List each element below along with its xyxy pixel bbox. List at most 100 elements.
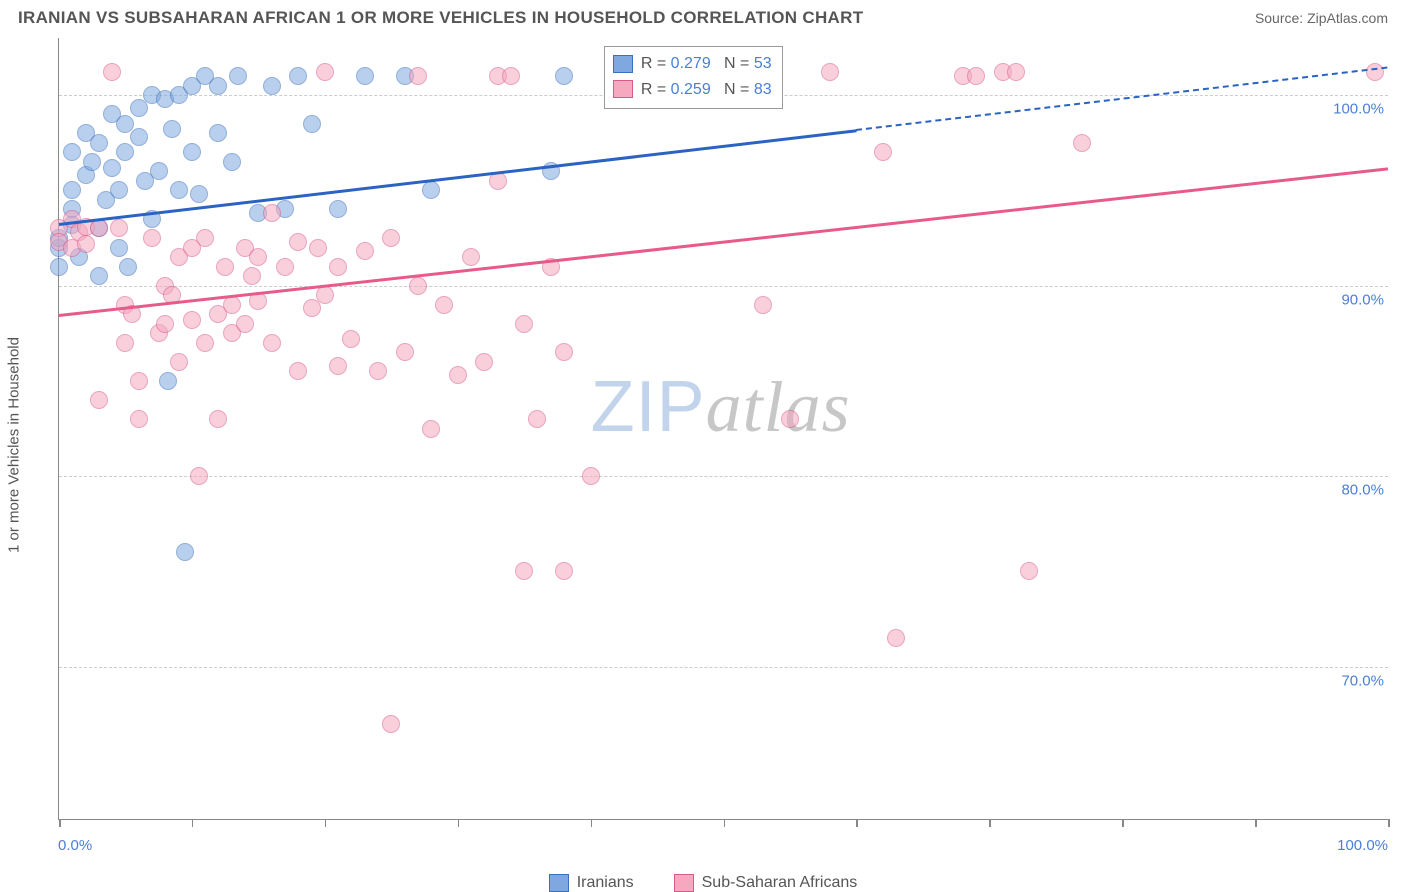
x-tick xyxy=(724,819,726,827)
data-point xyxy=(116,143,134,161)
title-bar: IRANIAN VS SUBSAHARAN AFRICAN 1 OR MORE … xyxy=(0,0,1406,34)
x-tick xyxy=(1388,819,1390,827)
data-point xyxy=(781,410,799,428)
data-point xyxy=(63,181,81,199)
data-point xyxy=(316,63,334,81)
data-point xyxy=(130,128,148,146)
data-point xyxy=(422,181,440,199)
data-point xyxy=(289,233,307,251)
legend-label: Sub-Saharan Africans xyxy=(702,874,858,892)
x-tick xyxy=(192,819,194,827)
chart-area: 1 or more Vehicles in Household ZIPatlas… xyxy=(18,38,1388,852)
x-tick xyxy=(325,819,327,827)
data-point xyxy=(874,143,892,161)
data-point xyxy=(422,420,440,438)
stat-text: R = 0.279 N = 53 xyxy=(641,51,772,77)
legend-swatch xyxy=(549,874,569,892)
data-point xyxy=(83,153,101,171)
data-point xyxy=(329,258,347,276)
data-point xyxy=(183,311,201,329)
data-point xyxy=(1007,63,1025,81)
data-point xyxy=(515,562,533,580)
data-point xyxy=(356,242,374,260)
data-point xyxy=(223,153,241,171)
data-point xyxy=(329,357,347,375)
legend-label: Iranians xyxy=(577,874,634,892)
data-point xyxy=(382,715,400,733)
data-point xyxy=(409,67,427,85)
data-point xyxy=(409,277,427,295)
data-point xyxy=(821,63,839,81)
data-point xyxy=(190,185,208,203)
data-point xyxy=(116,334,134,352)
gridline xyxy=(59,286,1388,287)
x-tick-min: 0.0% xyxy=(58,837,92,854)
data-point xyxy=(130,99,148,117)
data-point xyxy=(103,63,121,81)
data-point xyxy=(342,330,360,348)
y-tick-label: 90.0% xyxy=(1341,291,1384,308)
data-point xyxy=(289,67,307,85)
data-point xyxy=(435,296,453,314)
data-point xyxy=(309,239,327,257)
data-point xyxy=(369,362,387,380)
legend-swatch xyxy=(674,874,694,892)
data-point xyxy=(77,235,95,253)
stat-legend-box: R = 0.279 N = 53R = 0.259 N = 83 xyxy=(604,46,783,109)
data-point xyxy=(515,315,533,333)
x-tick xyxy=(458,819,460,827)
data-point xyxy=(110,219,128,237)
data-point xyxy=(528,410,546,428)
data-point xyxy=(130,372,148,390)
trend-line xyxy=(856,67,1388,131)
data-point xyxy=(196,229,214,247)
data-point xyxy=(382,229,400,247)
data-point xyxy=(249,248,267,266)
data-point xyxy=(110,181,128,199)
y-tick-label: 70.0% xyxy=(1341,672,1384,689)
source-label: Source: ZipAtlas.com xyxy=(1255,10,1388,26)
data-point xyxy=(303,115,321,133)
data-point xyxy=(289,362,307,380)
data-point xyxy=(156,315,174,333)
data-point xyxy=(754,296,772,314)
data-point xyxy=(243,267,261,285)
data-point xyxy=(555,562,573,580)
data-point xyxy=(163,120,181,138)
stat-row: R = 0.279 N = 53 xyxy=(613,51,772,77)
data-point xyxy=(329,200,347,218)
data-point xyxy=(183,143,201,161)
data-point xyxy=(196,334,214,352)
trend-line xyxy=(59,129,857,226)
data-point xyxy=(967,67,985,85)
series-swatch xyxy=(613,55,633,73)
data-point xyxy=(159,372,177,390)
data-point xyxy=(887,629,905,647)
data-point xyxy=(63,143,81,161)
data-point xyxy=(50,258,68,276)
x-tick xyxy=(591,819,593,827)
series-swatch xyxy=(613,80,633,98)
plot-region: ZIPatlas 70.0%80.0%90.0%100.0%R = 0.279 … xyxy=(58,38,1388,820)
stat-row: R = 0.259 N = 83 xyxy=(613,77,772,103)
data-point xyxy=(396,343,414,361)
data-point xyxy=(1366,63,1384,81)
data-point xyxy=(582,467,600,485)
data-point xyxy=(90,267,108,285)
x-tick xyxy=(59,819,61,827)
legend-bottom: Iranians Sub-Saharan Africans xyxy=(0,874,1406,892)
data-point xyxy=(209,124,227,142)
data-point xyxy=(555,343,573,361)
gridline xyxy=(59,476,1388,477)
x-tick xyxy=(1122,819,1124,827)
data-point xyxy=(502,67,520,85)
data-point xyxy=(90,134,108,152)
x-tick-max: 100.0% xyxy=(1337,837,1388,854)
data-point xyxy=(475,353,493,371)
x-tick xyxy=(856,819,858,827)
data-point xyxy=(170,181,188,199)
trend-line xyxy=(59,168,1388,318)
x-tick xyxy=(1255,819,1257,827)
data-point xyxy=(103,159,121,177)
data-point xyxy=(263,204,281,222)
